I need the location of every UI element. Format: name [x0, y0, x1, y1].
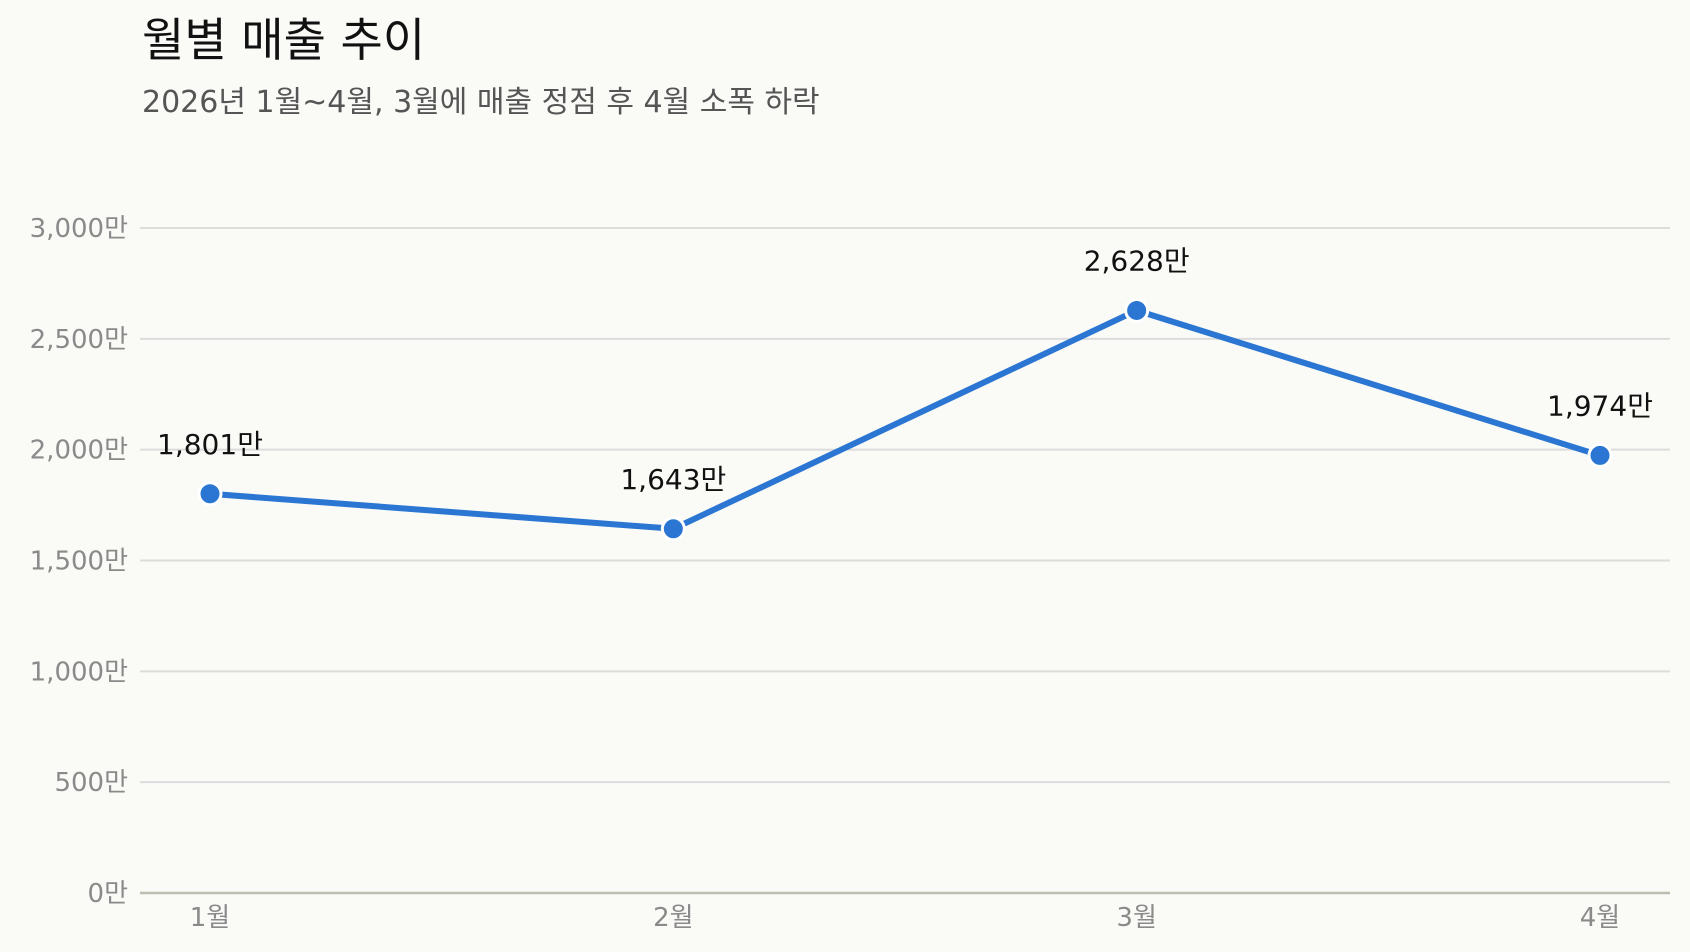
chart-title: 월별 매출 추이 — [142, 13, 425, 67]
gridlines — [140, 227, 1670, 895]
y-axis-ticks: 0만 500만 1,000만 1,500만 2,000만 2,500만 3,000만 — [30, 214, 128, 909]
data-label: 1,974만 — [1547, 389, 1653, 422]
data-label: 1,643만 — [620, 463, 726, 496]
data-point — [197, 481, 223, 507]
series-line — [207, 307, 1603, 532]
y-tick-label: 3,000만 — [30, 214, 128, 244]
y-tick-label: 2,000만 — [30, 436, 128, 466]
x-axis-ticks: 1월 2월 3월 4월 — [190, 903, 1620, 933]
series-layer — [197, 297, 1613, 542]
y-tick-label: 1,500만 — [30, 547, 128, 577]
x-tick-label: 4월 — [1580, 903, 1620, 933]
y-tick-label: 1,000만 — [30, 657, 128, 687]
x-tick-label: 1월 — [190, 903, 230, 933]
data-label: 1,801만 — [157, 428, 263, 461]
data-point — [1124, 297, 1150, 323]
y-tick-label: 2,500만 — [30, 325, 128, 355]
x-tick-label: 3월 — [1116, 903, 1156, 933]
data-labels: 1,801만 1,643만 2,628만 1,974만 — [157, 244, 1653, 495]
x-tick-label: 2월 — [653, 903, 693, 933]
y-tick-label: 500만 — [54, 768, 128, 798]
data-label: 2,628만 — [1084, 244, 1190, 277]
chart-subtitle: 2026년 1월~4월, 3월에 매출 정점 후 4월 소폭 하락 — [142, 85, 820, 120]
data-point — [1587, 442, 1613, 468]
y-tick-label: 0만 — [88, 879, 128, 909]
data-point — [660, 516, 686, 542]
